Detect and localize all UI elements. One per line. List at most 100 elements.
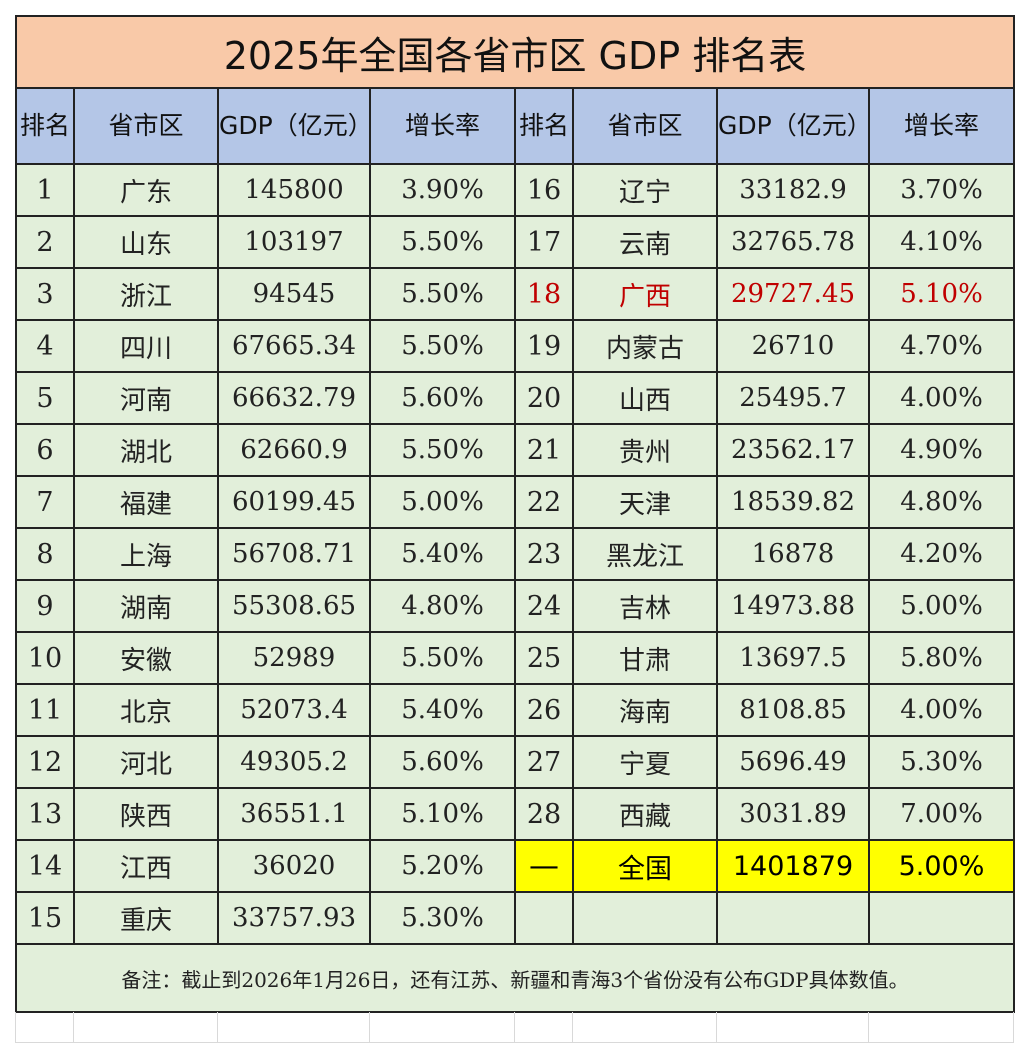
- cell-rank: 3: [15, 267, 75, 321]
- cell-region: 天津: [572, 475, 718, 529]
- cell-rank: 21: [514, 423, 574, 477]
- table-row: 12 河北 49305.2 5.60% 27 宁夏 5696.49 5.30%: [15, 735, 1015, 789]
- cell-gdp: 16878: [716, 527, 870, 581]
- cell-gdp: 66632.79: [217, 371, 371, 425]
- cell-growth: 5.40%: [369, 527, 516, 581]
- table-row: 14 江西 36020 5.20% — 全国 1401879 5.00%: [15, 839, 1015, 893]
- cell-rank: 7: [15, 475, 75, 529]
- table-row: 5 河南 66632.79 5.60% 20 山西 25495.7 4.00%: [15, 371, 1015, 425]
- empty-cell: [73, 1012, 218, 1043]
- cell-rank: 5: [15, 371, 75, 425]
- cell-growth: 5.30%: [369, 891, 516, 945]
- total-gdp: 1401879: [716, 839, 870, 893]
- cell-region: 河北: [73, 735, 219, 789]
- table-row: 3 浙江 94545 5.50% 18 广西 29727.45 5.10%: [15, 267, 1015, 321]
- cell-region: 宁夏: [572, 735, 718, 789]
- cell-gdp: 60199.45: [217, 475, 371, 529]
- cell-growth: 7.00%: [868, 787, 1015, 841]
- cell-growth: 5.60%: [369, 371, 516, 425]
- cell-rank: 6: [15, 423, 75, 477]
- footnote: 备注：截止到2026年1月26日，还有江苏、新疆和青海3个省份没有公布GDP具体…: [15, 943, 1015, 1013]
- cell-growth: 5.50%: [369, 631, 516, 685]
- cell-rank: 27: [514, 735, 574, 789]
- cell-gdp: 52073.4: [217, 683, 371, 737]
- table-row: 7 福建 60199.45 5.00% 22 天津 18539.82 4.80%: [15, 475, 1015, 529]
- cell-gdp: 55308.65: [217, 579, 371, 633]
- cell-gdp: 62660.9: [217, 423, 371, 477]
- cell-gdp: 145800: [217, 163, 371, 217]
- cell-growth: 5.50%: [369, 267, 516, 321]
- table-row: 9 湖南 55308.65 4.80% 24 吉林 14973.88 5.00%: [15, 579, 1015, 633]
- empty-grid-row: [15, 1012, 1014, 1043]
- empty-cell: [716, 1012, 869, 1043]
- cell-rank: 23: [514, 527, 574, 581]
- total-rank: —: [514, 839, 574, 893]
- cell-gdp: 33182.9: [716, 163, 870, 217]
- cell-region: 湖南: [73, 579, 219, 633]
- cell-growth: 4.20%: [868, 527, 1015, 581]
- cell-rank: 18: [514, 267, 574, 321]
- cell-gdp: 18539.82: [716, 475, 870, 529]
- cell-region: 云南: [572, 215, 718, 269]
- empty-cell: [716, 891, 870, 945]
- table-row: 6 湖北 62660.9 5.50% 21 贵州 23562.17 4.90%: [15, 423, 1015, 477]
- cell-growth: 5.00%: [369, 475, 516, 529]
- cell-rank: 9: [15, 579, 75, 633]
- cell-region: 内蒙古: [572, 319, 718, 373]
- cell-region: 山西: [572, 371, 718, 425]
- header-rank-left: 排名: [15, 87, 75, 165]
- cell-region: 山东: [73, 215, 219, 269]
- cell-gdp: 103197: [217, 215, 371, 269]
- cell-rank: 4: [15, 319, 75, 373]
- cell-growth: 5.10%: [868, 267, 1015, 321]
- cell-gdp: 8108.85: [716, 683, 870, 737]
- cell-rank: 1: [15, 163, 75, 217]
- cell-growth: 3.90%: [369, 163, 516, 217]
- cell-region: 黑龙江: [572, 527, 718, 581]
- table-row: 13 陕西 36551.1 5.10% 28 西藏 3031.89 7.00%: [15, 787, 1015, 841]
- header-region-right: 省市区: [572, 87, 718, 165]
- table-row: 2 山东 103197 5.50% 17 云南 32765.78 4.10%: [15, 215, 1015, 269]
- cell-growth: 3.70%: [868, 163, 1015, 217]
- empty-cell: [868, 891, 1015, 945]
- cell-gdp: 14973.88: [716, 579, 870, 633]
- header-growth-left: 增长率: [369, 87, 516, 165]
- cell-rank: 13: [15, 787, 75, 841]
- cell-gdp: 29727.45: [716, 267, 870, 321]
- cell-growth: 5.00%: [868, 579, 1015, 633]
- empty-cell: [217, 1012, 370, 1043]
- cell-region: 江西: [73, 839, 219, 893]
- cell-region: 安徽: [73, 631, 219, 685]
- cell-growth: 5.10%: [369, 787, 516, 841]
- total-region: 全国: [572, 839, 718, 893]
- cell-region: 湖北: [73, 423, 219, 477]
- header-region-left: 省市区: [73, 87, 219, 165]
- cell-growth: 4.90%: [868, 423, 1015, 477]
- cell-growth: 5.50%: [369, 215, 516, 269]
- cell-growth: 4.80%: [868, 475, 1015, 529]
- cell-region: 北京: [73, 683, 219, 737]
- table-row: 11 北京 52073.4 5.40% 26 海南 8108.85 4.00%: [15, 683, 1015, 737]
- cell-gdp: 13697.5: [716, 631, 870, 685]
- cell-rank: 16: [514, 163, 574, 217]
- empty-cell: [572, 891, 718, 945]
- cell-gdp: 26710: [716, 319, 870, 373]
- cell-growth: 5.80%: [868, 631, 1015, 685]
- cell-region: 重庆: [73, 891, 219, 945]
- cell-gdp: 56708.71: [217, 527, 371, 581]
- cell-rank: 17: [514, 215, 574, 269]
- empty-cell: [514, 891, 574, 945]
- cell-rank: 20: [514, 371, 574, 425]
- cell-gdp: 49305.2: [217, 735, 371, 789]
- cell-growth: 4.80%: [369, 579, 516, 633]
- cell-gdp: 5696.49: [716, 735, 870, 789]
- cell-gdp: 33757.93: [217, 891, 371, 945]
- cell-gdp: 67665.34: [217, 319, 371, 373]
- cell-rank: 22: [514, 475, 574, 529]
- cell-growth: 4.10%: [868, 215, 1015, 269]
- cell-rank: 15: [15, 891, 75, 945]
- cell-gdp: 25495.7: [716, 371, 870, 425]
- cell-region: 广西: [572, 267, 718, 321]
- cell-growth: 5.60%: [369, 735, 516, 789]
- cell-region: 四川: [73, 319, 219, 373]
